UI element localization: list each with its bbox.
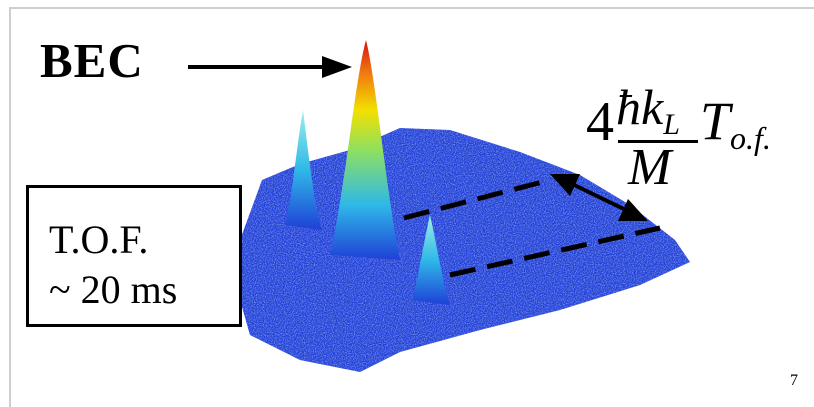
absorption-image-plot: [188, 40, 690, 372]
tof-label: T.O.F.: [49, 217, 149, 262]
side-peak-left: [285, 110, 322, 230]
formula-fraction-bar: [618, 140, 698, 143]
formula-time: To.f.: [700, 90, 771, 156]
formula-time-symbol: T: [700, 91, 731, 151]
formula-numerator-main: ħk: [616, 79, 664, 135]
condensate-peak: [330, 40, 400, 260]
tof-box: T.O.F. ~ 20 ms: [26, 185, 242, 327]
formula-time-subscript: o.f.: [730, 120, 771, 156]
separation-double-arrow: [550, 174, 648, 221]
formula-denominator: M: [628, 139, 672, 196]
bec-arrow: [188, 56, 352, 78]
formula-coefficient: 4: [586, 91, 614, 153]
tof-duration: ~ 20 ms: [49, 267, 178, 312]
separation-formula: 4 ħkL M To.f.: [586, 78, 814, 198]
page-number: 7: [790, 372, 798, 389]
slide-frame: [9, 7, 814, 407]
separation-dashed-lines: [403, 177, 661, 278]
bec-label: BEC: [40, 33, 144, 88]
formula-numerator: ħkL: [616, 78, 680, 141]
formula-numerator-subscript: L: [663, 108, 680, 141]
side-peak-right: [412, 215, 450, 305]
